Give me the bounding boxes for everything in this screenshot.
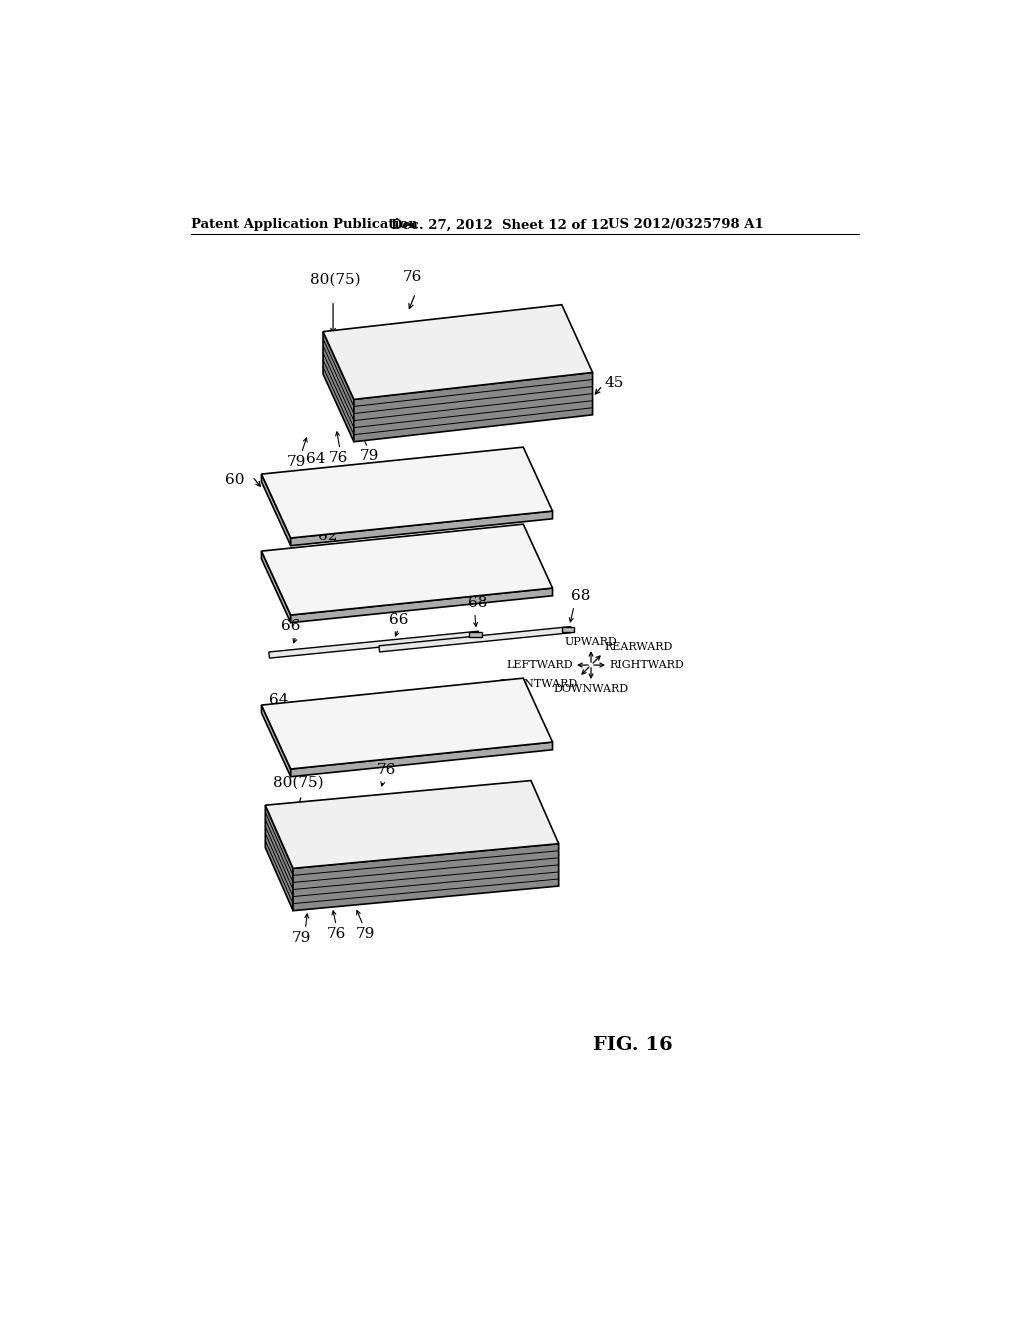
Polygon shape bbox=[293, 843, 559, 911]
Text: 45: 45 bbox=[604, 376, 624, 391]
Text: 76: 76 bbox=[329, 451, 348, 465]
Text: 79: 79 bbox=[287, 455, 306, 469]
Polygon shape bbox=[261, 447, 553, 539]
Text: LEFTWARD: LEFTWARD bbox=[506, 660, 572, 671]
Polygon shape bbox=[291, 589, 553, 623]
Polygon shape bbox=[379, 627, 571, 652]
Text: 76: 76 bbox=[377, 763, 396, 777]
Polygon shape bbox=[269, 631, 479, 659]
Polygon shape bbox=[291, 742, 553, 776]
Text: 80(75): 80(75) bbox=[310, 273, 360, 286]
Text: 64: 64 bbox=[269, 693, 289, 706]
Polygon shape bbox=[469, 632, 481, 636]
Text: 64: 64 bbox=[306, 453, 326, 466]
Polygon shape bbox=[261, 524, 553, 615]
Text: 62: 62 bbox=[317, 529, 337, 544]
Text: FRONTWARD: FRONTWARD bbox=[500, 678, 578, 689]
Polygon shape bbox=[261, 552, 291, 623]
Polygon shape bbox=[291, 511, 553, 545]
Polygon shape bbox=[265, 805, 293, 911]
Text: 79: 79 bbox=[355, 927, 375, 941]
Polygon shape bbox=[354, 372, 593, 442]
Text: Patent Application Publication: Patent Application Publication bbox=[190, 218, 418, 231]
Text: 79: 79 bbox=[359, 449, 379, 463]
Polygon shape bbox=[261, 678, 553, 770]
Text: US 2012/0325798 A1: US 2012/0325798 A1 bbox=[608, 218, 764, 231]
Text: 79: 79 bbox=[292, 931, 311, 945]
Text: REARWARD: REARWARD bbox=[604, 642, 673, 652]
Polygon shape bbox=[265, 780, 559, 869]
Text: 66: 66 bbox=[281, 619, 300, 634]
Text: 68: 68 bbox=[571, 589, 591, 603]
Text: UPWARD: UPWARD bbox=[564, 636, 617, 647]
Text: Dec. 27, 2012  Sheet 12 of 12: Dec. 27, 2012 Sheet 12 of 12 bbox=[391, 218, 609, 231]
Polygon shape bbox=[323, 331, 354, 442]
Text: 66: 66 bbox=[388, 612, 408, 627]
Polygon shape bbox=[562, 627, 574, 632]
Polygon shape bbox=[261, 705, 291, 776]
Text: DOWNWARD: DOWNWARD bbox=[553, 684, 629, 693]
Text: 60: 60 bbox=[225, 473, 245, 487]
Text: RIGHTWARD: RIGHTWARD bbox=[609, 660, 684, 671]
Text: 68: 68 bbox=[468, 595, 487, 610]
Polygon shape bbox=[323, 305, 593, 400]
Polygon shape bbox=[261, 474, 291, 545]
Text: 76: 76 bbox=[328, 927, 346, 941]
Text: 76: 76 bbox=[403, 269, 423, 284]
Text: 80(75): 80(75) bbox=[273, 776, 324, 789]
Text: FIG. 16: FIG. 16 bbox=[593, 1036, 673, 1055]
